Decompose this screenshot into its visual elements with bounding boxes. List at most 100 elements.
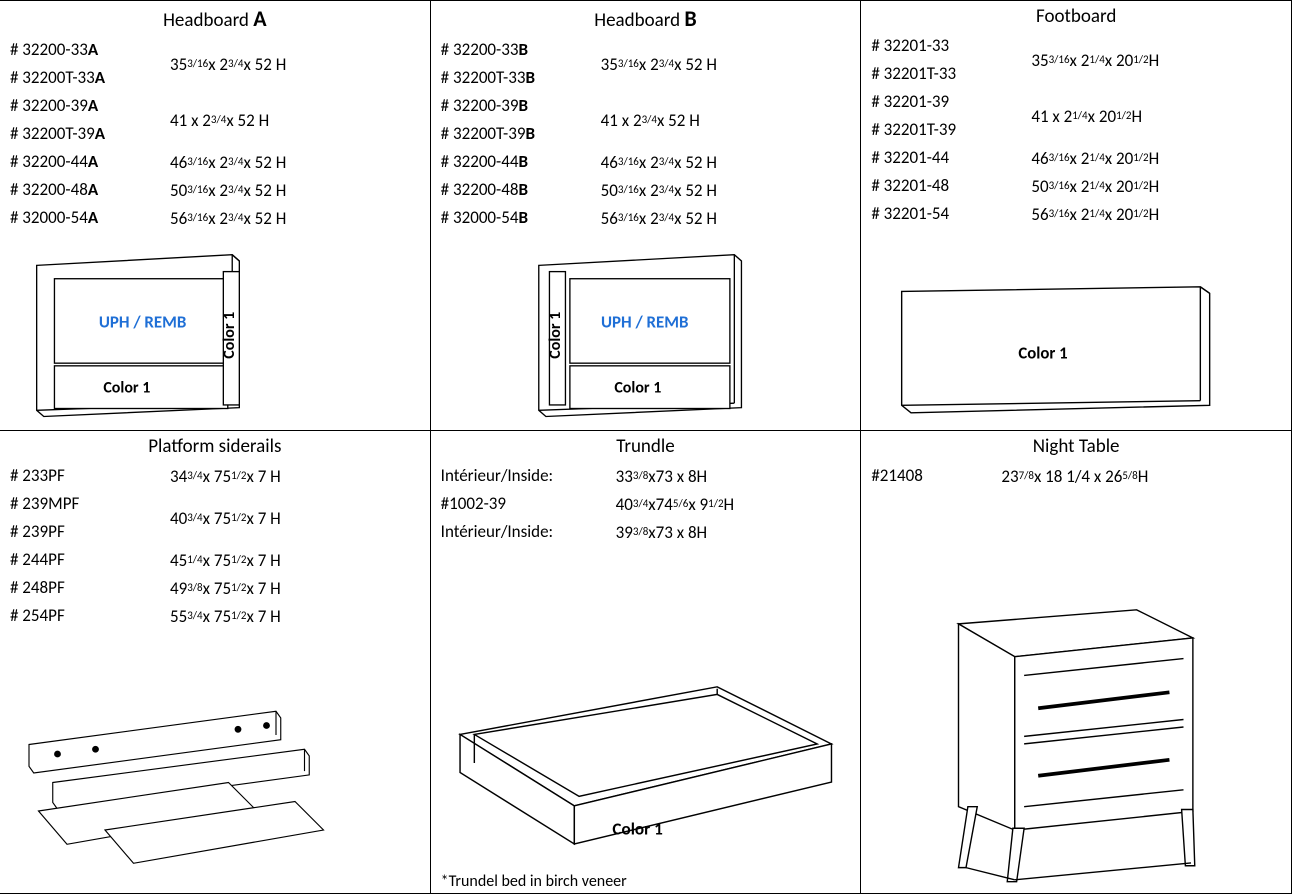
cell-trundle: Trundle Intérieur/Inside:#1002-39Intérie… bbox=[431, 431, 862, 894]
sku: # 32200T-33A bbox=[10, 64, 160, 92]
title-prefix: Headboard bbox=[594, 9, 684, 32]
sku: # 32201-48 bbox=[871, 172, 1021, 200]
title-siderails: Platform siderails bbox=[10, 435, 420, 458]
dim: 41 x 23/4 x 52 H bbox=[601, 92, 851, 148]
dim-column: 343/4 x 751/2 x 7 H403/4 x 751/2x 7 H45 … bbox=[170, 462, 420, 630]
row-label: Intérieur/Inside: bbox=[441, 462, 606, 490]
dim: 45 1/4 x 751/2 x 7 H bbox=[170, 546, 420, 574]
title-nighttable: Night Table bbox=[871, 435, 1281, 458]
sku-column: # 32200-33A# 32200T-33A# 32200-39A# 3220… bbox=[10, 36, 160, 232]
sku: # 32200T-33B bbox=[441, 64, 591, 92]
dim: 46 3/16 x 23/4 x 52 H bbox=[170, 148, 420, 176]
dim: 50 3/16 x 21/4 x 201/2 H bbox=[1031, 172, 1281, 200]
dim: 23 7/8 x 18 1/4 x 26 5/8H bbox=[1001, 462, 1281, 490]
uph-label: UPH / REMB bbox=[601, 312, 688, 333]
dim: 393/8 x73 x 8H bbox=[616, 518, 851, 546]
sku: # 233PF bbox=[10, 462, 160, 490]
dim: 553/4 x 751/2 x 7 H bbox=[170, 602, 420, 630]
title-prefix: Headboard bbox=[163, 9, 253, 32]
cell-siderails: Platform siderails # 233PF# 239MPF# 239P… bbox=[0, 431, 431, 894]
specs-footboard: # 32201-33# 32201T-33# 32201-39# 32201T-… bbox=[871, 32, 1281, 228]
title-headboard-a: Headboard A bbox=[10, 5, 420, 32]
title-suffix: A bbox=[253, 5, 266, 32]
sku: # 32200-48B bbox=[441, 176, 591, 204]
sku-column: # 32201-33# 32201T-33# 32201-39# 32201T-… bbox=[871, 32, 1021, 228]
sku: # 32200-39B bbox=[441, 92, 591, 120]
sku: # 32000-54A bbox=[10, 204, 160, 232]
title-footboard: Footboard bbox=[871, 5, 1281, 28]
sku: # 32200-33A bbox=[10, 36, 160, 64]
sku: # 32200T-39A bbox=[10, 120, 160, 148]
cell-headboard-a: Headboard A # 32200-33A# 32200T-33A# 322… bbox=[0, 1, 431, 431]
cell-headboard-b: Headboard B # 32200-33B# 32200T-33B# 322… bbox=[431, 1, 862, 431]
dim: 50 3/16 x 23/4 x 52 H bbox=[601, 176, 851, 204]
sku: # 32201-44 bbox=[871, 144, 1021, 172]
cell-footboard: Footboard # 32201-33# 32201T-33# 32201-3… bbox=[861, 1, 1292, 431]
dim-column: 353/16 x 21/4 x 201/2 H41 x 21/4 x 201/2… bbox=[1031, 32, 1281, 228]
title-headboard-b: Headboard B bbox=[441, 5, 851, 32]
title-suffix: B bbox=[684, 5, 696, 32]
color-vert-label: Color 1 bbox=[546, 312, 565, 359]
sku: # 32200-44B bbox=[441, 148, 591, 176]
color-label: Color 1 bbox=[612, 818, 663, 839]
sku: #21408 bbox=[871, 462, 991, 490]
dim-column: 353/16 x 23/4 x 52 H41 x 23/4 x 52 H46 3… bbox=[170, 36, 420, 232]
dim: 50 3/16 x 23/4 x 52 H bbox=[170, 176, 420, 204]
specs-siderails: # 233PF# 239MPF# 239PF# 244PF# 248PF# 25… bbox=[10, 462, 420, 630]
sku: # 239MPF bbox=[10, 490, 160, 518]
color-bottom-label: Color 1 bbox=[103, 379, 150, 398]
sku: # 32000-54B bbox=[441, 204, 591, 232]
specs-headboard-b: # 32200-33B# 32200T-33B# 32200-39B# 3220… bbox=[441, 36, 851, 232]
diagram-nighttable bbox=[921, 567, 1221, 887]
sku: # 254PF bbox=[10, 602, 160, 630]
dim: 343/4 x 751/2 x 7 H bbox=[170, 462, 420, 490]
dim: 353/16 x 23/4 x 52 H bbox=[601, 36, 851, 92]
sku: # 32200-39A bbox=[10, 92, 160, 120]
color-bottom-label: Color 1 bbox=[614, 379, 661, 398]
sku: # 32200T-39B bbox=[441, 120, 591, 148]
row-label: #1002-39 bbox=[441, 490, 606, 518]
dim: 41 x 23/4 x 52 H bbox=[170, 92, 420, 148]
diagram-headboard-b: UPH / REMB Color 1 Color 1 bbox=[441, 249, 761, 424]
color-label: Color 1 bbox=[1019, 343, 1068, 364]
sku: # 248PF bbox=[10, 574, 160, 602]
sku: # 32201-54 bbox=[871, 200, 1021, 228]
dim-column: 23 7/8 x 18 1/4 x 26 5/8H bbox=[1001, 462, 1281, 490]
sku: # 32200-33B bbox=[441, 36, 591, 64]
dim: 46 3/16 x 23/4 x 52 H bbox=[601, 148, 851, 176]
dim: 353/16 x 23/4 x 52 H bbox=[170, 36, 420, 92]
sku: # 32200-44A bbox=[10, 148, 160, 176]
dim: 333/8 x73 x 8H bbox=[616, 462, 851, 490]
dim: 56 3/16 x 23/4 x 52 H bbox=[601, 204, 851, 232]
sku-column: # 32200-33B# 32200T-33B# 32200-39B# 3220… bbox=[441, 36, 591, 232]
title-trundle: Trundle bbox=[441, 435, 851, 458]
diagram-headboard-a: UPH / REMB Color 1 Color 1 bbox=[10, 249, 330, 424]
dim: 56 3/16 x 23/4 x 52 H bbox=[170, 204, 420, 232]
dim-column: 333/8 x73 x 8H403/4 x745/6 x 91/2 H393/8… bbox=[616, 462, 851, 546]
sku: # 32200-48A bbox=[10, 176, 160, 204]
dim-column: 353/16 x 23/4 x 52 H41 x 23/4 x 52 H46 3… bbox=[601, 36, 851, 232]
dim: 46 3/16 x 21/4 x 201/2 H bbox=[1031, 144, 1281, 172]
row-label: Intérieur/Inside: bbox=[441, 518, 606, 546]
diagram-siderails bbox=[10, 697, 390, 887]
trundle-footnote: *Trundel bed in birch veneer bbox=[441, 872, 627, 891]
specs-trundle: Intérieur/Inside:#1002-39Intérieur/Insid… bbox=[441, 462, 851, 546]
color-vert-label: Color 1 bbox=[220, 312, 239, 359]
diagram-footboard: Color 1 bbox=[871, 284, 1231, 424]
dim: 403/4 x745/6 x 91/2 H bbox=[616, 490, 851, 518]
dim: 56 3/16 x 21/4 x 201/2 H bbox=[1031, 200, 1281, 228]
label-column: Intérieur/Inside:#1002-39Intérieur/Insid… bbox=[441, 462, 606, 546]
sku: # 32201T-33 bbox=[871, 60, 1021, 88]
diagram-trundle: Color 1 bbox=[441, 663, 841, 863]
cell-nighttable: Night Table #21408 23 7/8 x 18 1/4 x 26 … bbox=[861, 431, 1292, 894]
sku: # 239PF bbox=[10, 518, 160, 546]
dim: 353/16 x 21/4 x 201/2 H bbox=[1031, 32, 1281, 88]
specs-nighttable: #21408 23 7/8 x 18 1/4 x 26 5/8H bbox=[871, 462, 1281, 490]
sku: # 32201-39 bbox=[871, 88, 1021, 116]
dim: 403/4 x 751/2x 7 H bbox=[170, 490, 420, 546]
sku: # 32201T-39 bbox=[871, 116, 1021, 144]
sku: # 244PF bbox=[10, 546, 160, 574]
dim: 41 x 21/4 x 201/2 H bbox=[1031, 88, 1281, 144]
sku: # 32201-33 bbox=[871, 32, 1021, 60]
sku-column: # 233PF# 239MPF# 239PF# 244PF# 248PF# 25… bbox=[10, 462, 160, 630]
